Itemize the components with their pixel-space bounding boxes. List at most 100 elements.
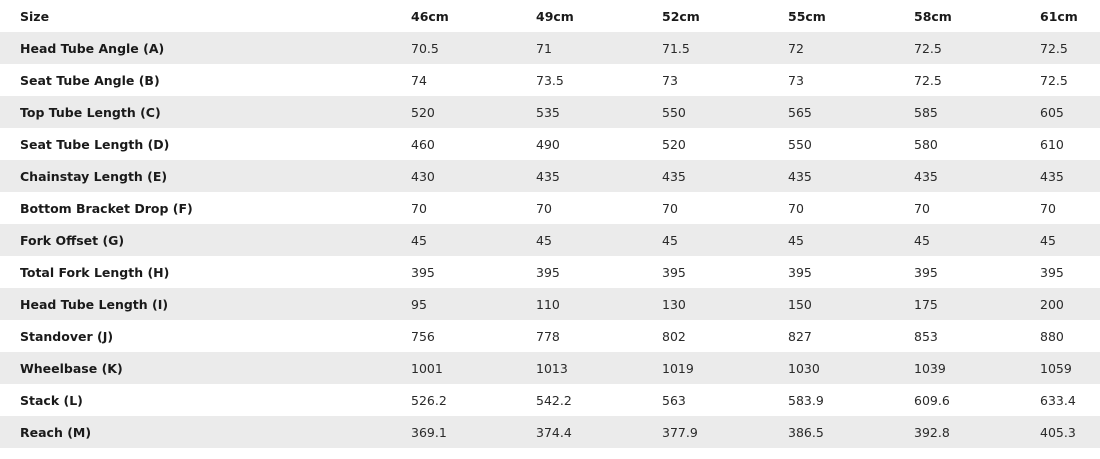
header-size-46: 46cm bbox=[411, 8, 449, 24]
table-row: Fork Offset (G) 45 45 45 45 45 45 bbox=[0, 224, 1100, 256]
table-row: Head Tube Angle (A) 70.5 71 71.5 72 72.5 72.5 bbox=[0, 32, 1100, 64]
row-value: 460 bbox=[411, 136, 435, 152]
row-value: 369.1 bbox=[411, 424, 447, 440]
row-value: 778 bbox=[536, 328, 560, 344]
row-value: 550 bbox=[662, 104, 686, 120]
table-row: Total Fork Length (H) 395 395 395 395 395 395 bbox=[0, 256, 1100, 288]
row-value: 395 bbox=[411, 264, 435, 280]
row-value: 70 bbox=[536, 200, 552, 216]
row-value: 490 bbox=[536, 136, 560, 152]
row-value: 395 bbox=[662, 264, 686, 280]
row-label: Fork Offset (G) bbox=[20, 232, 125, 248]
row-value: 565 bbox=[788, 104, 812, 120]
row-label: Chainstay Length (E) bbox=[20, 168, 168, 184]
row-value: 395 bbox=[536, 264, 560, 280]
row-value: 175 bbox=[914, 296, 938, 312]
row-value: 45 bbox=[411, 232, 427, 248]
row-value: 392.8 bbox=[914, 424, 950, 440]
row-value: 609.6 bbox=[914, 392, 950, 408]
row-value: 802 bbox=[662, 328, 686, 344]
row-value: 45 bbox=[914, 232, 930, 248]
geometry-table: Size 46cm 49cm 52cm 55cm 58cm 61cm Head … bbox=[0, 0, 1100, 448]
row-label: Top Tube Length (C) bbox=[20, 104, 161, 120]
row-value: 435 bbox=[536, 168, 560, 184]
row-label: Reach (M) bbox=[20, 424, 92, 440]
table-row: Reach (M) 369.1 374.4 377.9 386.5 392.8 405.3 bbox=[0, 416, 1100, 448]
row-value: 1039 bbox=[914, 360, 946, 376]
row-label: Head Tube Length (I) bbox=[20, 296, 169, 312]
row-value: 45 bbox=[536, 232, 552, 248]
row-value: 535 bbox=[536, 104, 560, 120]
row-value: 73 bbox=[788, 72, 804, 88]
row-value: 70 bbox=[411, 200, 427, 216]
row-label: Bottom Bracket Drop (F) bbox=[20, 200, 193, 216]
row-value: 395 bbox=[914, 264, 938, 280]
row-value: 72.5 bbox=[914, 40, 942, 56]
row-value: 435 bbox=[1040, 168, 1064, 184]
row-value: 610 bbox=[1040, 136, 1064, 152]
row-value: 435 bbox=[788, 168, 812, 184]
row-value: 756 bbox=[411, 328, 435, 344]
row-value: 72.5 bbox=[1040, 72, 1068, 88]
row-value: 110 bbox=[536, 296, 560, 312]
row-value: 386.5 bbox=[788, 424, 824, 440]
row-value: 435 bbox=[914, 168, 938, 184]
header-size-label: Size bbox=[20, 8, 50, 24]
row-value: 1059 bbox=[1040, 360, 1072, 376]
row-value: 70 bbox=[662, 200, 678, 216]
row-value: 130 bbox=[662, 296, 686, 312]
row-value: 395 bbox=[1040, 264, 1064, 280]
row-value: 435 bbox=[662, 168, 686, 184]
row-label: Head Tube Angle (A) bbox=[20, 40, 165, 56]
row-value: 377.9 bbox=[662, 424, 698, 440]
row-value: 520 bbox=[662, 136, 686, 152]
row-value: 853 bbox=[914, 328, 938, 344]
row-value: 395 bbox=[788, 264, 812, 280]
row-value: 72.5 bbox=[914, 72, 942, 88]
geometry-table-body: Head Tube Angle (A) 70.5 71 71.5 72 72.5 72.5 S… bbox=[0, 32, 1100, 448]
row-value: 605 bbox=[1040, 104, 1064, 120]
row-value: 70 bbox=[788, 200, 804, 216]
row-value: 585 bbox=[914, 104, 938, 120]
row-value: 374.4 bbox=[536, 424, 572, 440]
table-row: Seat Tube Angle (B) 74 73.5 73 73 72.5 72.5 bbox=[0, 64, 1100, 96]
table-row: Chainstay Length (E) 430 435 435 435 435 435 bbox=[0, 160, 1100, 192]
header-size-61: 61cm bbox=[1040, 8, 1078, 24]
row-label: Seat Tube Angle (B) bbox=[20, 72, 160, 88]
row-value: 70.5 bbox=[411, 40, 439, 56]
table-row: Top Tube Length (C) 520 535 550 565 585 605 bbox=[0, 96, 1100, 128]
row-value: 70 bbox=[1040, 200, 1056, 216]
row-value: 70 bbox=[914, 200, 930, 216]
table-row: Head Tube Length (I) 95 110 130 150 175 200 bbox=[0, 288, 1100, 320]
row-value: 550 bbox=[788, 136, 812, 152]
table-row: Bottom Bracket Drop (F) 70 70 70 70 70 70 bbox=[0, 192, 1100, 224]
row-value: 1001 bbox=[411, 360, 443, 376]
row-value: 880 bbox=[1040, 328, 1064, 344]
row-value: 72.5 bbox=[1040, 40, 1068, 56]
row-label: Wheelbase (K) bbox=[20, 360, 123, 376]
row-value: 1030 bbox=[788, 360, 820, 376]
header-row: Size 46cm 49cm 52cm 55cm 58cm 61cm bbox=[0, 0, 1100, 32]
row-value: 1019 bbox=[662, 360, 694, 376]
row-value: 430 bbox=[411, 168, 435, 184]
header-size-58: 58cm bbox=[914, 8, 952, 24]
header-size-49: 49cm bbox=[536, 8, 574, 24]
geometry-table-header: Size 46cm 49cm 52cm 55cm 58cm 61cm bbox=[0, 0, 1100, 32]
row-value: 45 bbox=[788, 232, 804, 248]
row-value: 520 bbox=[411, 104, 435, 120]
row-value: 827 bbox=[788, 328, 812, 344]
row-value: 633.4 bbox=[1040, 392, 1076, 408]
row-value: 405.3 bbox=[1040, 424, 1076, 440]
row-value: 150 bbox=[788, 296, 812, 312]
row-label: Seat Tube Length (D) bbox=[20, 136, 170, 152]
row-label: Stack (L) bbox=[20, 392, 83, 408]
table-row: Stack (L) 526.2 542.2 563 583.9 609.6 633.4 bbox=[0, 384, 1100, 416]
table-row: Seat Tube Length (D) 460 490 520 550 580 610 bbox=[0, 128, 1100, 160]
row-value: 563 bbox=[662, 392, 686, 408]
row-value: 1013 bbox=[536, 360, 568, 376]
row-value: 73 bbox=[662, 72, 678, 88]
header-size-55: 55cm bbox=[788, 8, 826, 24]
row-value: 74 bbox=[411, 72, 427, 88]
row-value: 45 bbox=[1040, 232, 1056, 248]
row-label: Standover (J) bbox=[20, 328, 114, 344]
